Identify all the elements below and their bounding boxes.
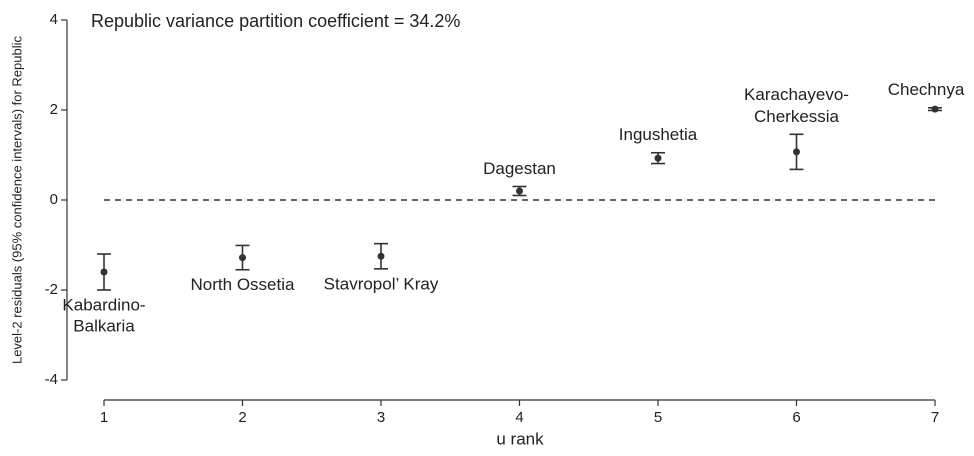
point-label: Chechnya <box>888 80 965 99</box>
x-tick-label: 5 <box>654 409 662 426</box>
point <box>377 252 385 260</box>
point-label: Kabardino- <box>62 295 145 314</box>
y-tick-label: -2 <box>45 281 58 298</box>
point-label: North Ossetia <box>191 275 295 294</box>
x-axis-label: u rank <box>496 429 544 448</box>
point <box>654 154 662 162</box>
x-tick-label: 2 <box>238 409 246 426</box>
point-label: Karachayevo- <box>744 85 849 104</box>
point <box>239 254 246 262</box>
x-tick-label: 4 <box>515 409 523 426</box>
point <box>931 105 939 113</box>
point <box>100 268 108 276</box>
point <box>793 148 800 156</box>
point <box>516 187 523 195</box>
y-tick-label: 2 <box>50 101 58 118</box>
annotation: Republic variance partition coefficient … <box>91 11 460 31</box>
point-label: Cherkessia <box>754 107 840 126</box>
y-tick-label: 4 <box>50 11 58 28</box>
point-label: Balkaria <box>73 316 135 335</box>
x-tick-label: 1 <box>100 409 108 426</box>
x-tick-label: 6 <box>792 409 800 426</box>
y-axis-label: Level-2 residuals (95% confidence interv… <box>9 35 24 364</box>
x-tick-label: 7 <box>931 409 939 426</box>
y-tick-label: -4 <box>45 371 58 388</box>
point-label: Dagestan <box>483 159 556 178</box>
point-label: Stavropol’ Kray <box>324 274 439 293</box>
point-label: Ingushetia <box>619 125 698 144</box>
x-tick-label: 3 <box>377 409 385 426</box>
y-tick-label: 0 <box>50 191 58 208</box>
